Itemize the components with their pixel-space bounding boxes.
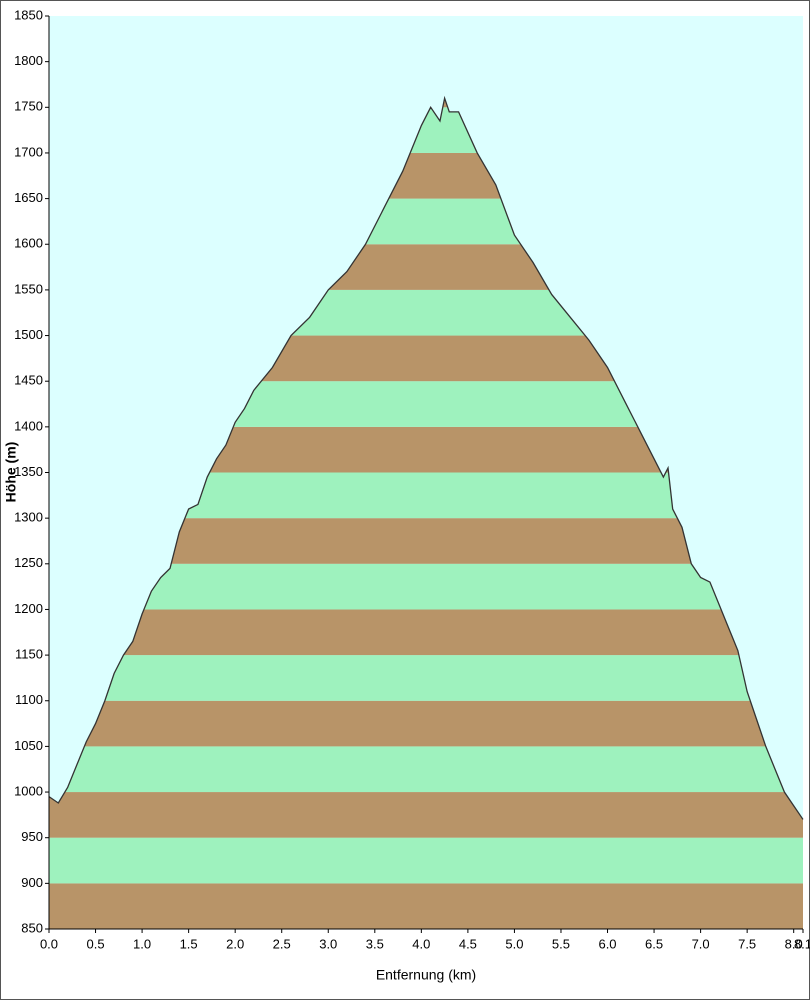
x-axis-title: Entfernung (km) — [376, 967, 476, 983]
x-tick-label: 2.5 — [273, 936, 291, 951]
y-tick-label: 950 — [21, 829, 43, 844]
y-tick-label: 1000 — [14, 783, 43, 798]
y-tick-label: 850 — [21, 920, 43, 935]
x-tick-label: 6.0 — [598, 936, 616, 951]
y-tick-label: 1500 — [14, 327, 43, 342]
y-tick-label: 1100 — [15, 692, 43, 707]
y-tick-label: 1350 — [14, 464, 43, 479]
band — [49, 837, 803, 884]
band — [49, 655, 803, 701]
y-tick-label: 1700 — [14, 144, 43, 159]
profile-line — [48, 95, 804, 820]
band — [49, 563, 803, 610]
x-tick-label: 3.0 — [319, 936, 337, 951]
y-tick-label: 1600 — [14, 236, 43, 251]
y-tick-label: 1850 — [14, 7, 43, 22]
y-tick-label: 1250 — [14, 555, 43, 570]
x-tick-label: 6.5 — [645, 936, 663, 951]
x-tick-label: 5.0 — [505, 936, 523, 951]
y-tick-label: 1300 — [14, 510, 43, 525]
y-tick-label: 1750 — [14, 99, 43, 114]
band — [49, 883, 803, 929]
x-tick-label: 2.0 — [226, 936, 244, 951]
y-tick-label: 1400 — [14, 418, 43, 433]
x-tick-label: 4.5 — [459, 936, 477, 951]
y-tick-label: 1200 — [14, 601, 43, 616]
x-tick-label: 0.5 — [87, 936, 105, 951]
y-tick-label: 1550 — [14, 281, 43, 296]
x-tick-label: 3.5 — [366, 936, 384, 951]
y-tick-label: 900 — [21, 875, 43, 890]
y-tick-label: 1450 — [14, 373, 43, 388]
y-tick-label: 1150 — [15, 647, 43, 662]
x-tick-label: 1.0 — [133, 936, 151, 951]
y-tick-label: 1050 — [14, 738, 43, 753]
band — [49, 792, 803, 838]
x-tick-label: 8.0 — [785, 936, 803, 951]
band — [49, 609, 803, 656]
y-tick-label: 1800 — [14, 53, 43, 68]
band — [49, 700, 803, 747]
x-tick-label: 7.0 — [692, 936, 710, 951]
x-tick-label: 4.0 — [412, 936, 430, 951]
band — [49, 746, 803, 793]
x-tick-label: 5.5 — [552, 936, 570, 951]
y-tick-label: 1650 — [14, 190, 43, 205]
y-axis-title: Höhe (m) — [3, 442, 19, 503]
x-tick-label: 8.1 — [794, 936, 810, 951]
x-tick-label: 1.5 — [180, 936, 198, 951]
x-tick-label: 0.0 — [40, 936, 58, 951]
x-tick-label: 7.5 — [738, 936, 756, 951]
